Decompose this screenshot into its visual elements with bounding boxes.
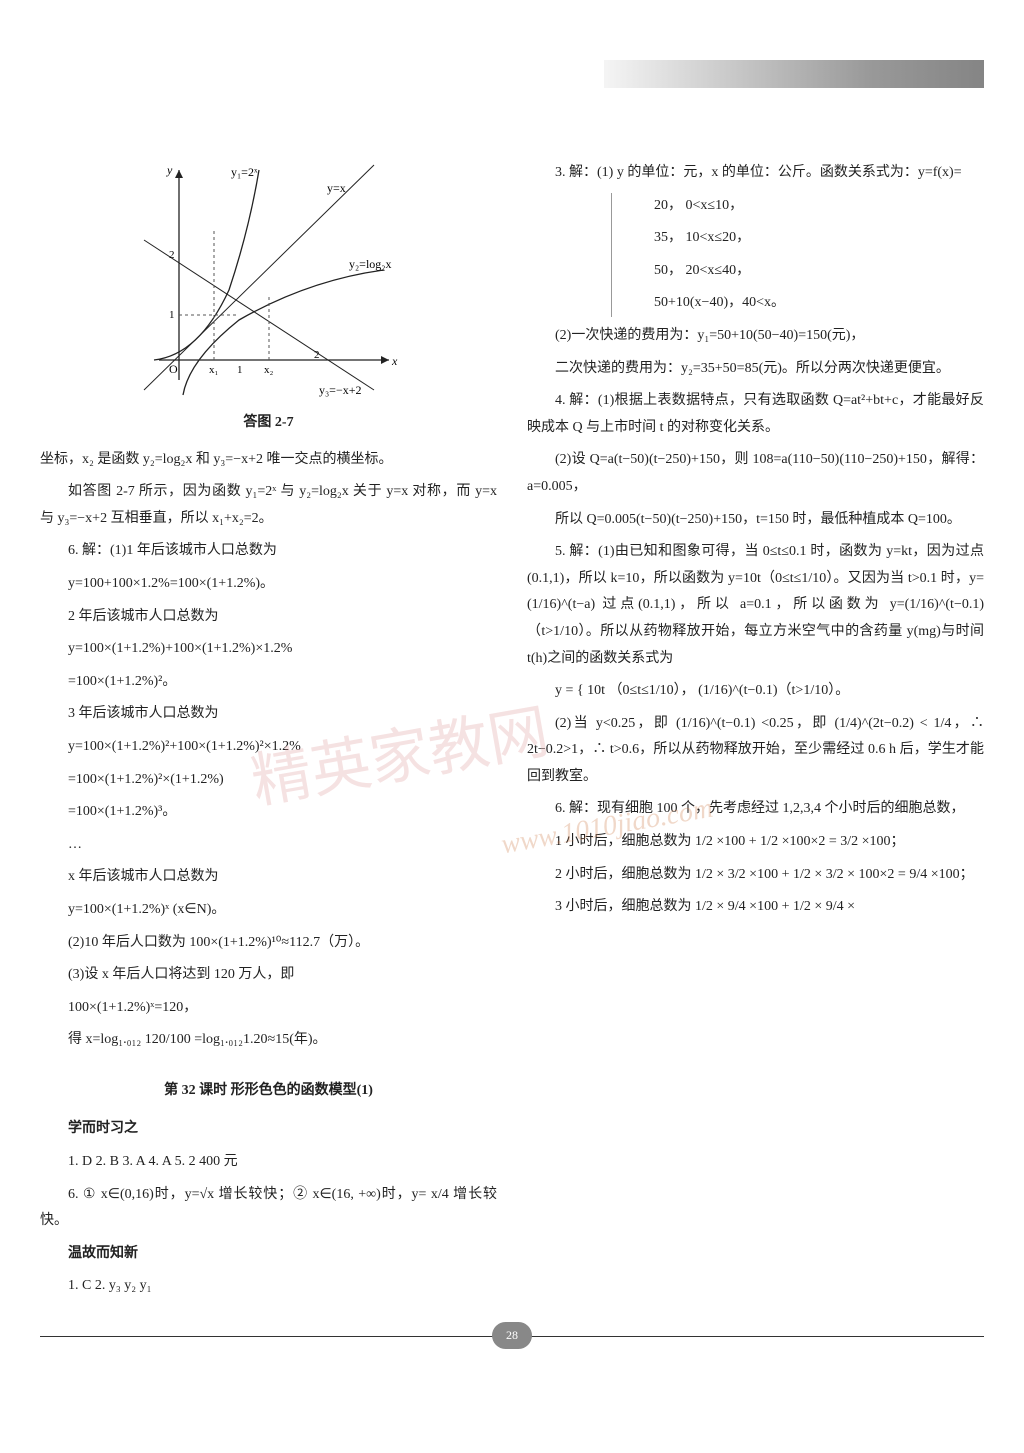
q6r-1h: 1 小时后，细胞总数为 1/2 ×100 + 1/2 ×100×2 = 3/2 …: [527, 829, 984, 856]
piecewise-brace: 20， 0<x≤10， 35， 10<x≤20， 50， 20<x≤40， 50…: [611, 193, 984, 317]
label-y2: y₂=log₂x: [349, 257, 391, 271]
q6-3yr: 3 年后该城市人口总数为: [40, 701, 497, 728]
answers-2: 6. ① x∈(0,16)时，y=√x 增长较快；② x∈(16, +∞)时，y…: [40, 1182, 497, 1235]
sub2: 温故而知新: [40, 1241, 497, 1268]
q6r-2h: 2 小时后，细胞总数为 1/2 × 3/2 ×100 + 1/2 × 3/2 ×…: [527, 862, 984, 889]
q4-2b: 所以 Q=0.005(t−50)(t−250)+150，t=150 时，最低种植…: [527, 507, 984, 534]
q6-xyr: x 年后该城市人口总数为: [40, 864, 497, 891]
q6-y3c: =100×(1+1.2%)³。: [40, 799, 497, 826]
q6-3b: 100×(1+1.2%)ˣ=120，: [40, 995, 497, 1022]
svg-text:1: 1: [169, 309, 175, 321]
page-number: 28: [492, 1322, 532, 1349]
svg-text:1: 1: [237, 364, 243, 376]
q5-1a: 5. 解：(1)由已知和图象可得，当 0≤t≤0.1 时，函数为 y=kt，因为…: [527, 539, 984, 672]
right-column: 3. 解：(1) y 的单位：元，x 的单位：公斤。函数关系式为：y=f(x)=…: [527, 160, 984, 1306]
svg-text:x₁: x₁: [209, 364, 219, 376]
q3-p4: 50+10(x−40)，40<x。: [654, 290, 984, 317]
q5-piece: y = { 10t （0≤t≤1/10）， (1/16)^(t−0.1)（t>1…: [527, 678, 984, 705]
sub1: 学而时习之: [40, 1116, 497, 1143]
footer-rule: 28: [40, 1336, 984, 1367]
q6-y2b: =100×(1+1.2%)²。: [40, 669, 497, 696]
q3-p2: 35， 10<x≤20，: [654, 225, 984, 252]
q6-yx: y=100×(1+1.2%)ˣ (x∈N)。: [40, 897, 497, 924]
q6-2: (2)10 年后人口数为 100×(1+1.2%)¹⁰≈112.7（万）。: [40, 930, 497, 957]
q6-y2a: y=100×(1+1.2%)+100×(1+1.2%)×1.2%: [40, 636, 497, 663]
q4-2a: (2)设 Q=a(t−50)(t−250)+150，则 108=a(110−50…: [527, 447, 984, 500]
svg-text:2: 2: [314, 349, 320, 361]
q5-2: (2)当 y<0.25，即 (1/16)^(t−0.1) <0.25，即 (1/…: [527, 711, 984, 791]
label-y1: y₁=2ˣ: [231, 165, 258, 179]
text-p1: 坐标，x₂ 是函数 y₂=log₂x 和 y₃=−x+2 唯一交点的横坐标。: [40, 447, 497, 474]
header-stripe: [604, 60, 984, 88]
q6-3a: (3)设 x 年后人口将达到 120 万人，即: [40, 962, 497, 989]
graph-2-7: x y O y=x y₃=−x+2 y₁=2ˣ y₂=log₂x x₁ 1: [139, 160, 399, 400]
q6-2yr: 2 年后该城市人口总数为: [40, 604, 497, 631]
svg-text:y: y: [166, 163, 173, 177]
svg-text:x: x: [391, 354, 398, 368]
label-y3: y₃=−x+2: [319, 383, 362, 397]
answers-3: 1. C 2. y₃ y₂ y₁: [40, 1273, 497, 1300]
q3-2a: (2)一次快递的费用为：y₁=50+10(50−40)=150(元)，: [527, 323, 984, 350]
section-title: 第 32 课时 形形色色的函数模型(1): [40, 1078, 497, 1105]
q6-dots: …: [40, 832, 497, 859]
q3-head: 3. 解：(1) y 的单位：元，x 的单位：公斤。函数关系式为：y=f(x)=: [527, 160, 984, 187]
q6-y3b: =100×(1+1.2%)²×(1+1.2%): [40, 767, 497, 794]
q3-2b: 二次快递的费用为：y₂=35+50=85(元)。所以分两次快递更便宜。: [527, 356, 984, 383]
q6-head: 6. 解：(1)1 年后该城市人口总数为: [40, 538, 497, 565]
answers-1: 1. D 2. B 3. A 4. A 5. 2 400 元: [40, 1149, 497, 1176]
graph-caption: 答图 2-7: [40, 410, 497, 437]
q6-y3a: y=100×(1+1.2%)²+100×(1+1.2%)²×1.2%: [40, 734, 497, 761]
q6r-3h: 3 小时后，细胞总数为 1/2 × 9/4 ×100 + 1/2 × 9/4 ×: [527, 894, 984, 921]
text-p2: 如答图 2-7 所示，因为函数 y₁=2ˣ 与 y₂=log₂x 关于 y=x …: [40, 479, 497, 532]
q3-p1: 20， 0<x≤10，: [654, 193, 984, 220]
svg-text:2: 2: [169, 249, 175, 261]
q6-3c: 得 x=log₁.₀₁₂ 120/100 =log₁.₀₁₂1.20≈15(年)…: [40, 1027, 497, 1054]
q6-y1: y=100+100×1.2%=100×(1+1.2%)。: [40, 571, 497, 598]
svg-text:x₂: x₂: [264, 364, 274, 376]
label-y-x: y=x: [327, 181, 346, 195]
q4-1: 4. 解：(1)根据上表数据特点，只有选取函数 Q=at²+bt+c，才能最好反…: [527, 388, 984, 441]
q3-p3: 50， 20<x≤40，: [654, 258, 984, 285]
left-column: x y O y=x y₃=−x+2 y₁=2ˣ y₂=log₂x x₁ 1: [40, 160, 497, 1306]
q6r-head: 6. 解：现有细胞 100 个，先考虑经过 1,2,3,4 个小时后的细胞总数，: [527, 796, 984, 823]
